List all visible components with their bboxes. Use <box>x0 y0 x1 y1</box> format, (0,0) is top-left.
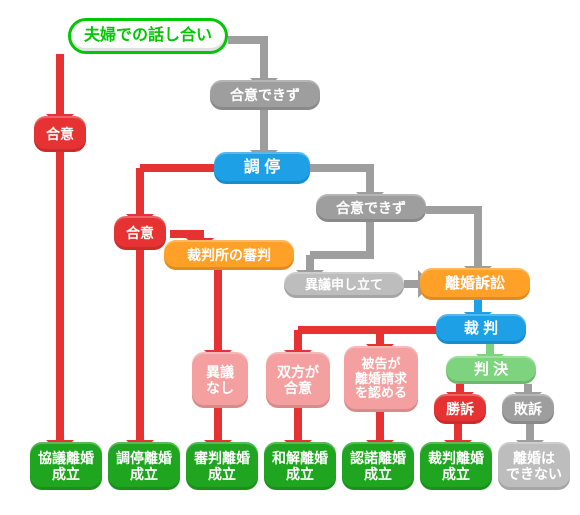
edge-segment <box>56 152 64 446</box>
node-lose: 敗訴 <box>502 394 554 424</box>
node-noagree2: 合意できず <box>316 194 426 222</box>
edge-segment <box>298 326 440 334</box>
edge-segment <box>56 54 64 120</box>
node-r4: 和解離婚 成立 <box>264 442 336 490</box>
node-objection: 異議申し立て <box>284 272 404 298</box>
node-mediation: 調 停 <box>214 152 310 184</box>
node-noagree1: 合意できず <box>210 80 320 110</box>
node-trial: 裁 判 <box>436 314 526 344</box>
node-r2: 調停離婚 成立 <box>108 442 180 490</box>
node-r7: 離婚は できない <box>498 442 570 490</box>
node-r1: 協議離婚 成立 <box>30 442 102 490</box>
node-win: 勝訴 <box>434 394 486 424</box>
node-r5: 認諾離婚 成立 <box>342 442 414 490</box>
edge-segment <box>140 164 218 172</box>
edge-segment <box>136 250 144 446</box>
node-lawsuit: 離婚訴訟 <box>420 268 530 300</box>
node-defendant: 被告が 離婚請求 を認める <box>344 346 418 412</box>
edge-segment <box>474 210 482 272</box>
node-r3: 審判離婚 成立 <box>186 442 258 490</box>
node-agree1: 合意 <box>34 116 86 152</box>
node-verdict: 判 決 <box>446 356 536 384</box>
edge-segment <box>214 270 222 356</box>
edge-segment <box>310 164 374 172</box>
node-court_judge: 裁判所の審判 <box>164 240 294 270</box>
node-start: 夫婦での話し合い <box>68 18 228 54</box>
node-agree2: 合意 <box>114 216 166 250</box>
edge-segment <box>136 168 144 220</box>
edge-segment <box>310 251 374 259</box>
node-both_agree: 双方が 合意 <box>266 352 330 408</box>
node-no_obj: 異議 なし <box>192 352 248 408</box>
node-r6: 裁判離婚 成立 <box>420 442 492 490</box>
